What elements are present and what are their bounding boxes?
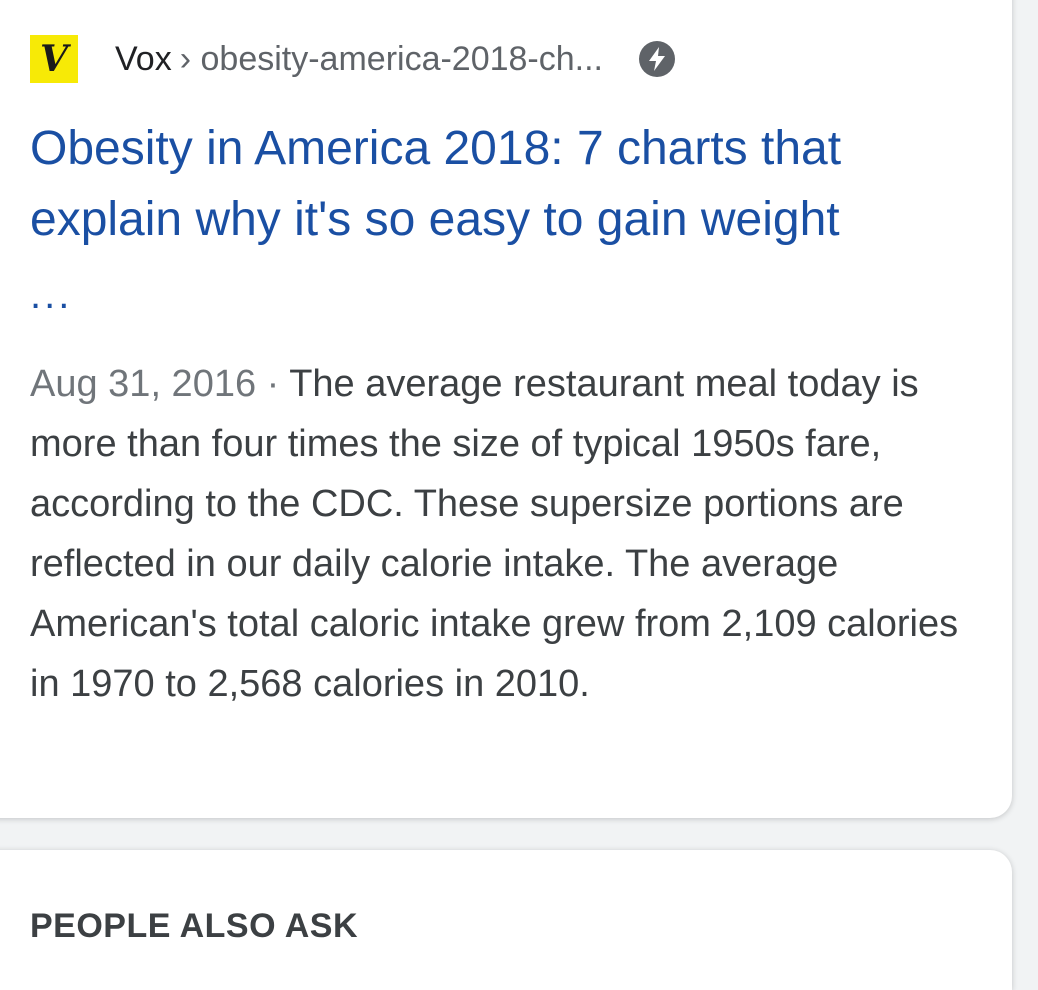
result-title-link[interactable]: Obesity in America 2018: 7 charts that e… bbox=[30, 122, 842, 246]
site-name: Vox bbox=[115, 39, 172, 78]
snippet-text: The average restaurant meal today is mor… bbox=[30, 363, 959, 705]
date-separator: · bbox=[256, 363, 290, 405]
result-snippet: Aug 31, 2016 · The average restaurant me… bbox=[30, 354, 990, 714]
breadcrumb: › obesity-america-2018-ch... bbox=[180, 40, 603, 79]
breadcrumb-separator: › bbox=[179, 39, 192, 78]
bolt-icon bbox=[639, 41, 676, 77]
bolt-glyph bbox=[649, 47, 666, 71]
search-result-card: V Vox › obesity-america-2018-ch... Obesi… bbox=[0, 0, 1012, 818]
people-also-ask-heading: PEOPLE ALSO ASK bbox=[30, 907, 359, 945]
result-source[interactable]: V Vox › obesity-america-2018-ch... bbox=[30, 34, 676, 84]
vox-favicon: V bbox=[30, 35, 78, 83]
favicon-letter: V bbox=[40, 38, 68, 80]
breadcrumb-path: obesity-america-2018-ch... bbox=[200, 39, 604, 78]
title-ellipsis[interactable]: ... bbox=[30, 273, 73, 317]
snippet-date: Aug 31, 2016 bbox=[30, 363, 257, 405]
people-also-ask-card: PEOPLE ALSO ASK bbox=[0, 850, 1012, 990]
